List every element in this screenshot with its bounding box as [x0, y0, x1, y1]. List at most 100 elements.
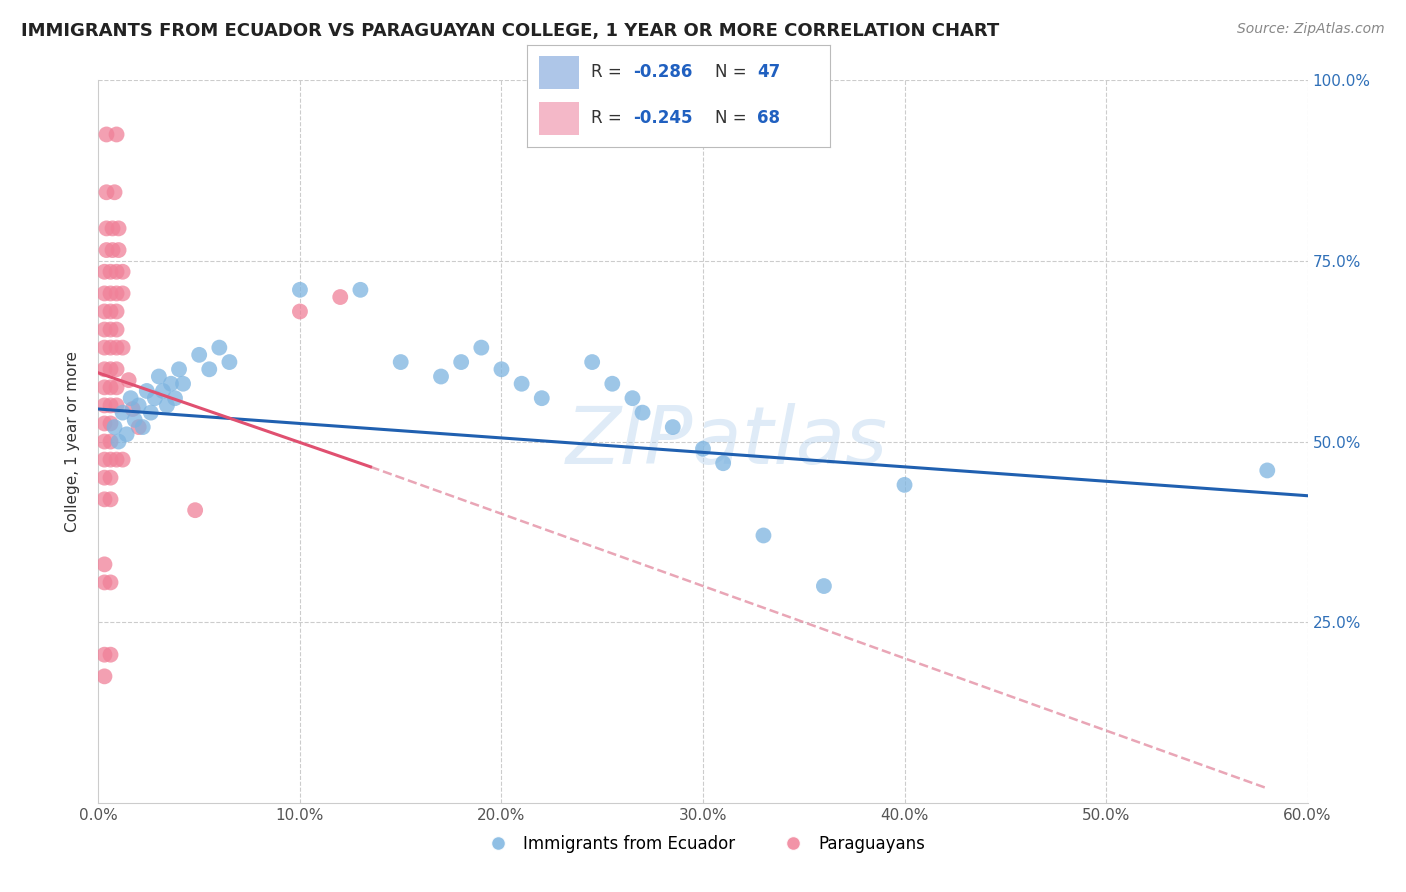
Point: [93, 304, 115, 318]
Point: [93, 322, 115, 336]
Point: [163, 391, 186, 405]
Point: [491, 362, 513, 376]
Point: [470, 341, 492, 355]
Point: [1256, 463, 1278, 477]
Point: [105, 362, 128, 376]
Point: [188, 348, 211, 362]
Point: [530, 391, 553, 405]
Point: [103, 186, 125, 200]
Point: [101, 243, 124, 257]
Point: [107, 434, 129, 449]
Point: [100, 341, 122, 355]
Point: [105, 341, 128, 355]
Point: [349, 283, 371, 297]
Text: ZIPatlas: ZIPatlas: [567, 402, 889, 481]
Point: [692, 442, 714, 456]
Point: [96, 243, 118, 257]
Point: [121, 402, 143, 417]
Point: [115, 427, 138, 442]
Text: Source: ZipAtlas.com: Source: ZipAtlas.com: [1237, 22, 1385, 37]
Point: [93, 265, 115, 279]
Point: [602, 376, 624, 391]
Point: [752, 528, 775, 542]
Point: [111, 341, 134, 355]
Point: [93, 648, 115, 662]
Point: [621, 391, 644, 405]
Point: [107, 243, 129, 257]
Text: -0.286: -0.286: [633, 63, 692, 81]
Bar: [540, 56, 579, 88]
Text: R =: R =: [591, 110, 627, 128]
Point: [93, 669, 115, 683]
Point: [93, 380, 115, 394]
Point: [105, 286, 128, 301]
Point: [93, 575, 115, 590]
Point: [450, 355, 472, 369]
Point: [111, 265, 134, 279]
Point: [208, 341, 231, 355]
Point: [100, 265, 122, 279]
Point: [100, 575, 122, 590]
Point: [111, 286, 134, 301]
Text: R =: R =: [591, 63, 627, 81]
Point: [93, 470, 115, 484]
Bar: [540, 102, 579, 135]
Point: [124, 413, 146, 427]
Y-axis label: College, 1 year or more: College, 1 year or more: [65, 351, 80, 532]
Point: [288, 283, 311, 297]
Point: [100, 470, 122, 484]
Text: IMMIGRANTS FROM ECUADOR VS PARAGUAYAN COLLEGE, 1 YEAR OR MORE CORRELATION CHART: IMMIGRANTS FROM ECUADOR VS PARAGUAYAN CO…: [21, 22, 1000, 40]
Point: [93, 362, 115, 376]
Point: [93, 341, 115, 355]
Point: [100, 304, 122, 318]
Point: [813, 579, 835, 593]
Point: [128, 398, 150, 412]
Point: [100, 452, 122, 467]
Point: [100, 417, 122, 431]
Point: [100, 380, 122, 394]
Point: [107, 221, 129, 235]
Point: [93, 434, 115, 449]
Point: [100, 648, 122, 662]
Point: [148, 369, 170, 384]
Point: [93, 286, 115, 301]
Point: [111, 452, 134, 467]
Point: [198, 362, 221, 376]
Point: [105, 452, 128, 467]
Point: [218, 355, 240, 369]
Point: [100, 362, 122, 376]
Point: [96, 186, 118, 200]
Point: [167, 362, 190, 376]
Point: [105, 380, 128, 394]
Point: [510, 376, 533, 391]
Point: [93, 398, 115, 412]
Point: [172, 376, 194, 391]
Point: [100, 492, 122, 507]
Point: [105, 265, 128, 279]
Point: [288, 304, 311, 318]
Point: [135, 384, 157, 398]
Point: [430, 369, 453, 384]
Point: [96, 221, 118, 235]
Point: [139, 406, 162, 420]
Point: [156, 398, 179, 412]
Point: [152, 384, 174, 398]
Point: [111, 406, 134, 420]
Point: [128, 420, 150, 434]
Text: -0.245: -0.245: [633, 110, 693, 128]
Point: [389, 355, 412, 369]
Point: [143, 391, 166, 405]
Point: [93, 452, 115, 467]
Point: [581, 355, 603, 369]
Point: [105, 304, 128, 318]
Point: [631, 406, 654, 420]
Point: [105, 128, 128, 142]
Point: [893, 478, 915, 492]
Point: [120, 391, 142, 405]
Point: [103, 420, 125, 434]
Point: [93, 417, 115, 431]
Point: [105, 398, 128, 412]
Point: [711, 456, 734, 470]
Legend: Immigrants from Ecuador, Paraguayans: Immigrants from Ecuador, Paraguayans: [474, 828, 932, 860]
Text: N =: N =: [714, 110, 752, 128]
